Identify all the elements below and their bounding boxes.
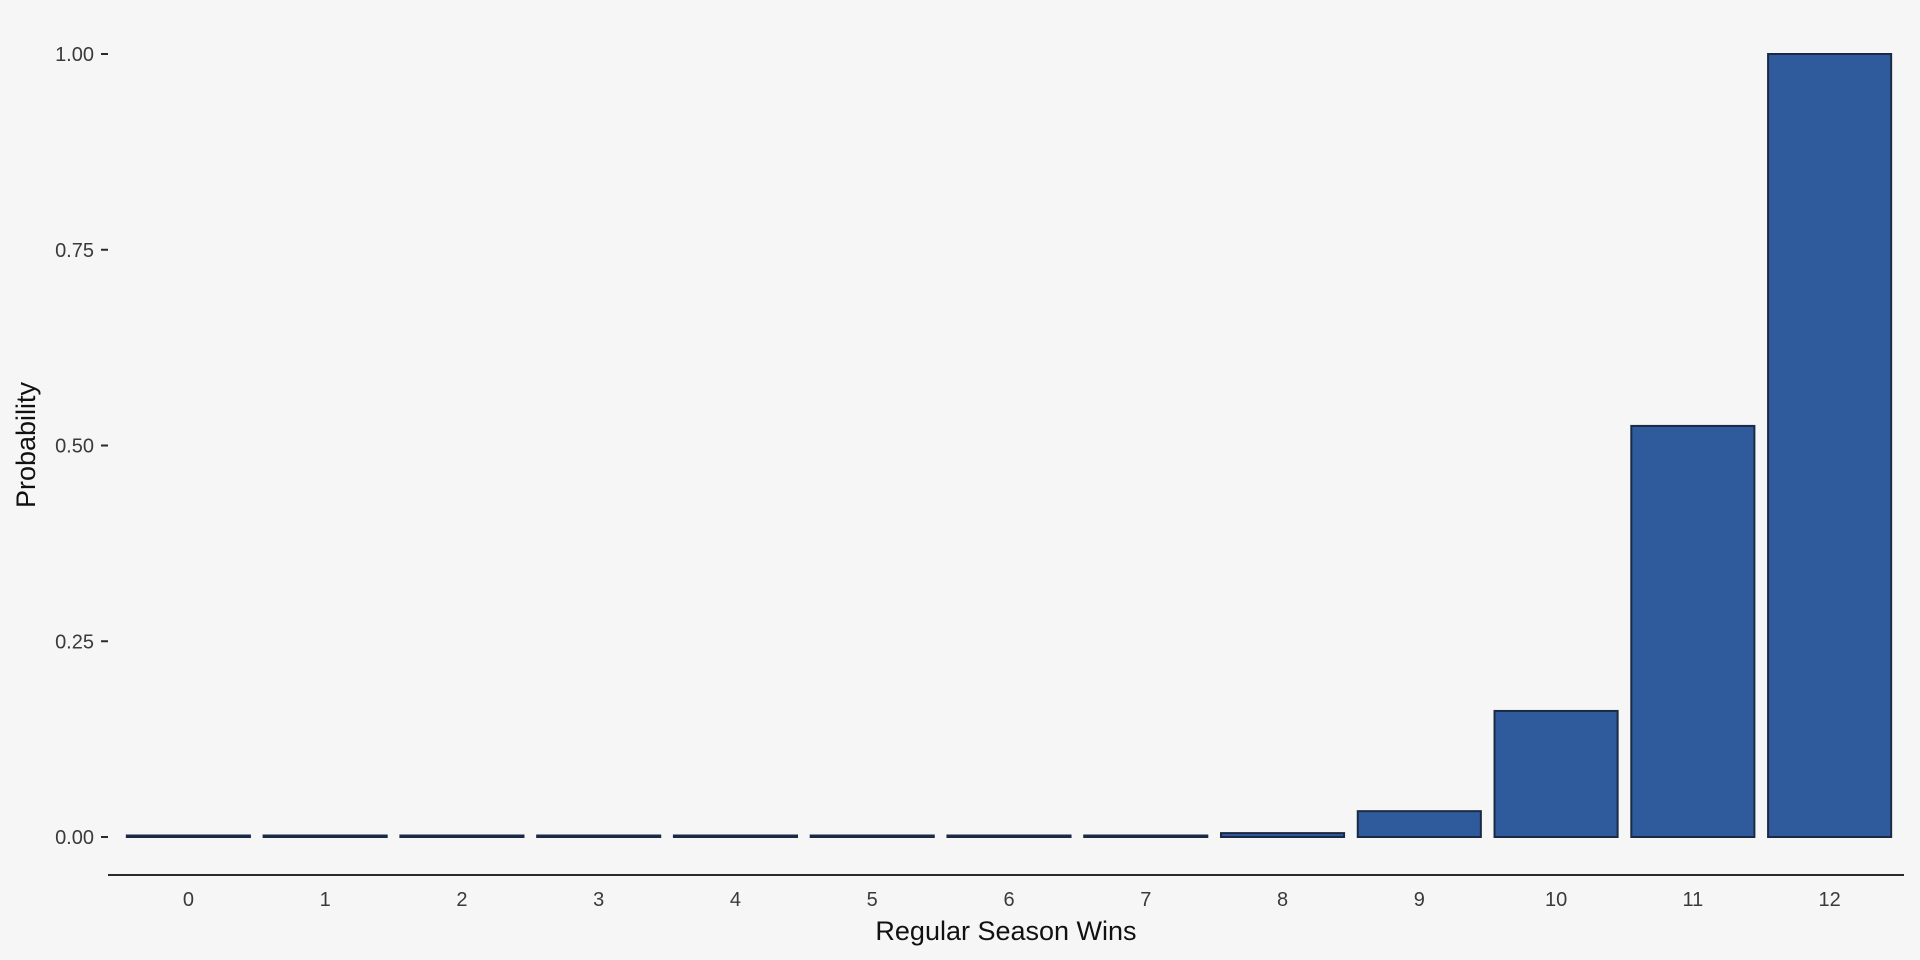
x-tick-label-0: 0 <box>183 889 194 911</box>
bar-7 <box>1083 834 1209 838</box>
y-tick-label: 0.00 <box>55 827 94 849</box>
bar-11 <box>1630 424 1756 838</box>
y-tick-label: 0.75 <box>55 240 94 262</box>
x-tick-label-12: 12 <box>1818 889 1840 911</box>
y-tick-label: 0.50 <box>55 436 94 458</box>
x-tick-label-6: 6 <box>1003 889 1014 911</box>
bar-1 <box>262 834 388 838</box>
bar-4 <box>672 834 799 838</box>
bars-group <box>125 53 1893 839</box>
bar-12 <box>1767 53 1893 838</box>
bar-10 <box>1493 709 1619 838</box>
x-axis: 0 1 2 3 4 5 6 7 8 9 10 11 12 <box>108 874 1904 911</box>
x-tick-label-9: 9 <box>1414 889 1425 911</box>
bar-5 <box>809 834 935 838</box>
x-tick-label-7: 7 <box>1140 889 1151 911</box>
y-tick-label: 0.25 <box>55 631 94 653</box>
bar-2 <box>399 834 525 838</box>
x-tick-label-8: 8 <box>1277 889 1288 911</box>
y-axis: 0.00 0.25 0.50 0.75 1.00 <box>55 44 108 849</box>
bar-0 <box>125 834 251 838</box>
x-axis-title: Regular Season Wins <box>875 916 1136 946</box>
x-tick-label-5: 5 <box>867 889 878 911</box>
y-axis-title: Probability <box>11 381 41 508</box>
x-tick-label-10: 10 <box>1545 889 1567 911</box>
x-tick-label-4: 4 <box>730 889 741 911</box>
bar-3 <box>536 834 662 838</box>
bar-8 <box>1219 832 1346 839</box>
y-tick-label: 1.00 <box>55 44 94 66</box>
x-tick-label-11: 11 <box>1682 889 1703 911</box>
x-tick-label-1: 1 <box>320 889 331 911</box>
x-tick-label-3: 3 <box>593 889 604 911</box>
bar-6 <box>946 834 1072 838</box>
x-tick-label-2: 2 <box>456 889 467 911</box>
bar-9 <box>1356 810 1482 838</box>
